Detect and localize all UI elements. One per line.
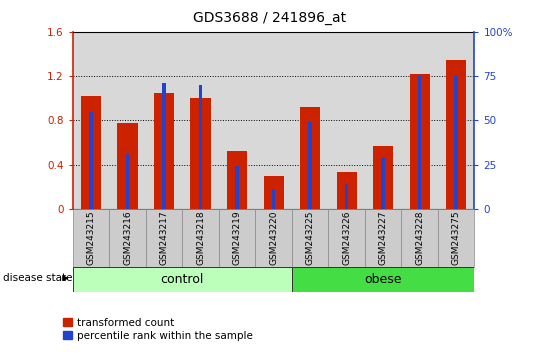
- Text: GSM243217: GSM243217: [160, 211, 169, 266]
- Text: GDS3688 / 241896_at: GDS3688 / 241896_at: [193, 11, 346, 25]
- Bar: [446, 59, 466, 209]
- Bar: [118, 122, 137, 209]
- Text: obese: obese: [364, 273, 402, 286]
- Text: GSM243215: GSM243215: [87, 211, 95, 266]
- Bar: [264, 176, 284, 209]
- Bar: [199, 85, 202, 209]
- Bar: [402, 209, 438, 267]
- Text: GSM243275: GSM243275: [452, 211, 460, 266]
- Bar: [272, 189, 275, 209]
- Text: GSM243218: GSM243218: [196, 211, 205, 266]
- Text: GSM243227: GSM243227: [378, 211, 388, 265]
- Text: GSM243228: GSM243228: [415, 211, 424, 265]
- Bar: [255, 209, 292, 267]
- Bar: [365, 209, 402, 267]
- Bar: [162, 83, 166, 209]
- Bar: [190, 98, 211, 209]
- Bar: [227, 152, 247, 209]
- Bar: [438, 209, 474, 267]
- Bar: [308, 122, 312, 209]
- Bar: [89, 112, 93, 209]
- Bar: [292, 209, 328, 267]
- Bar: [182, 209, 219, 267]
- Legend: transformed count, percentile rank within the sample: transformed count, percentile rank withi…: [59, 314, 257, 345]
- Bar: [73, 209, 109, 267]
- Text: GSM243225: GSM243225: [306, 211, 315, 265]
- Text: GSM243226: GSM243226: [342, 211, 351, 265]
- Text: GSM243216: GSM243216: [123, 211, 132, 266]
- Bar: [381, 158, 385, 209]
- Bar: [154, 93, 174, 209]
- Text: control: control: [161, 273, 204, 286]
- Bar: [126, 154, 129, 209]
- Text: GSM243220: GSM243220: [269, 211, 278, 265]
- Bar: [146, 209, 182, 267]
- Bar: [336, 172, 357, 209]
- Bar: [373, 146, 393, 209]
- Text: disease state: disease state: [3, 273, 72, 283]
- Bar: [418, 76, 421, 209]
- Bar: [73, 267, 292, 292]
- Bar: [345, 184, 348, 209]
- Bar: [235, 166, 239, 209]
- Bar: [81, 96, 101, 209]
- Bar: [328, 209, 365, 267]
- Bar: [300, 107, 320, 209]
- Bar: [292, 267, 474, 292]
- Bar: [109, 209, 146, 267]
- Bar: [454, 76, 458, 209]
- Bar: [410, 74, 430, 209]
- Bar: [219, 209, 255, 267]
- Text: GSM243219: GSM243219: [232, 211, 241, 266]
